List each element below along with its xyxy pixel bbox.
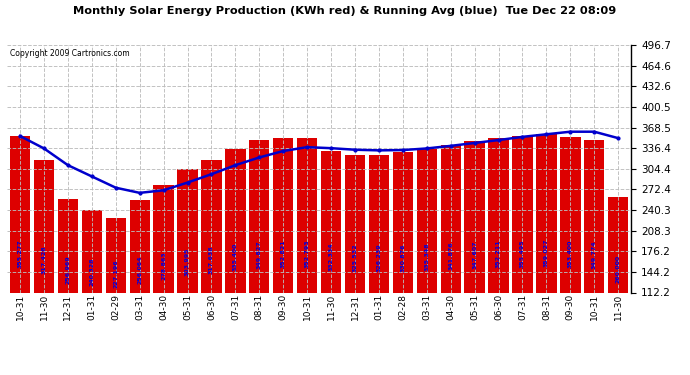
- Bar: [225, 149, 246, 292]
- Bar: [177, 169, 198, 292]
- Text: 349.827: 349.827: [257, 240, 262, 268]
- Text: 256.064: 256.064: [137, 255, 142, 284]
- Text: 335.348: 335.348: [424, 242, 429, 271]
- Text: 260.000: 260.000: [615, 255, 621, 283]
- Text: 359.027: 359.027: [544, 238, 549, 267]
- Text: 326.239: 326.239: [377, 244, 382, 272]
- Bar: [512, 136, 533, 292]
- Bar: [10, 136, 30, 292]
- Text: 349.774: 349.774: [592, 240, 597, 268]
- Text: 347.607: 347.607: [472, 240, 477, 269]
- Text: 352.793: 352.793: [305, 240, 310, 268]
- Text: 355.277: 355.277: [17, 239, 23, 268]
- Bar: [321, 151, 342, 292]
- Text: 335.400: 335.400: [233, 242, 238, 271]
- Text: Copyright 2009 Cartronics.com: Copyright 2009 Cartronics.com: [10, 49, 130, 58]
- Bar: [297, 138, 317, 292]
- Bar: [489, 138, 509, 292]
- Bar: [130, 200, 150, 292]
- Text: Monthly Solar Energy Production (KWh red) & Running Avg (blue)  Tue Dec 22 08:09: Monthly Solar Energy Production (KWh red…: [73, 6, 617, 16]
- Bar: [58, 200, 78, 292]
- Bar: [417, 149, 437, 292]
- Text: 317.638: 317.638: [209, 245, 214, 274]
- Bar: [81, 210, 102, 292]
- Text: 240.328: 240.328: [89, 258, 95, 286]
- Text: 352.821: 352.821: [281, 240, 286, 268]
- Bar: [608, 197, 629, 292]
- Text: 317.428: 317.428: [41, 245, 46, 274]
- Text: 303.995: 303.995: [185, 248, 190, 276]
- Text: 353.400: 353.400: [568, 240, 573, 268]
- Bar: [584, 140, 604, 292]
- Bar: [34, 160, 54, 292]
- Text: 330.876: 330.876: [400, 243, 405, 272]
- Text: 227.196: 227.196: [113, 260, 118, 288]
- Text: 352.211: 352.211: [496, 240, 501, 268]
- Bar: [536, 134, 557, 292]
- Bar: [153, 185, 174, 292]
- Text: 278.863: 278.863: [161, 251, 166, 280]
- Text: 256.969: 256.969: [66, 255, 70, 284]
- Bar: [440, 145, 461, 292]
- Bar: [249, 140, 270, 292]
- Text: 341.876: 341.876: [448, 241, 453, 270]
- Bar: [368, 155, 389, 292]
- Bar: [345, 155, 365, 292]
- Bar: [393, 152, 413, 292]
- Bar: [464, 141, 485, 292]
- Text: 332.334: 332.334: [328, 243, 333, 272]
- Bar: [201, 160, 221, 292]
- Bar: [106, 219, 126, 292]
- Text: 325.532: 325.532: [353, 244, 357, 273]
- Bar: [273, 138, 293, 292]
- Text: 355.495: 355.495: [520, 239, 525, 268]
- Bar: [560, 137, 580, 292]
